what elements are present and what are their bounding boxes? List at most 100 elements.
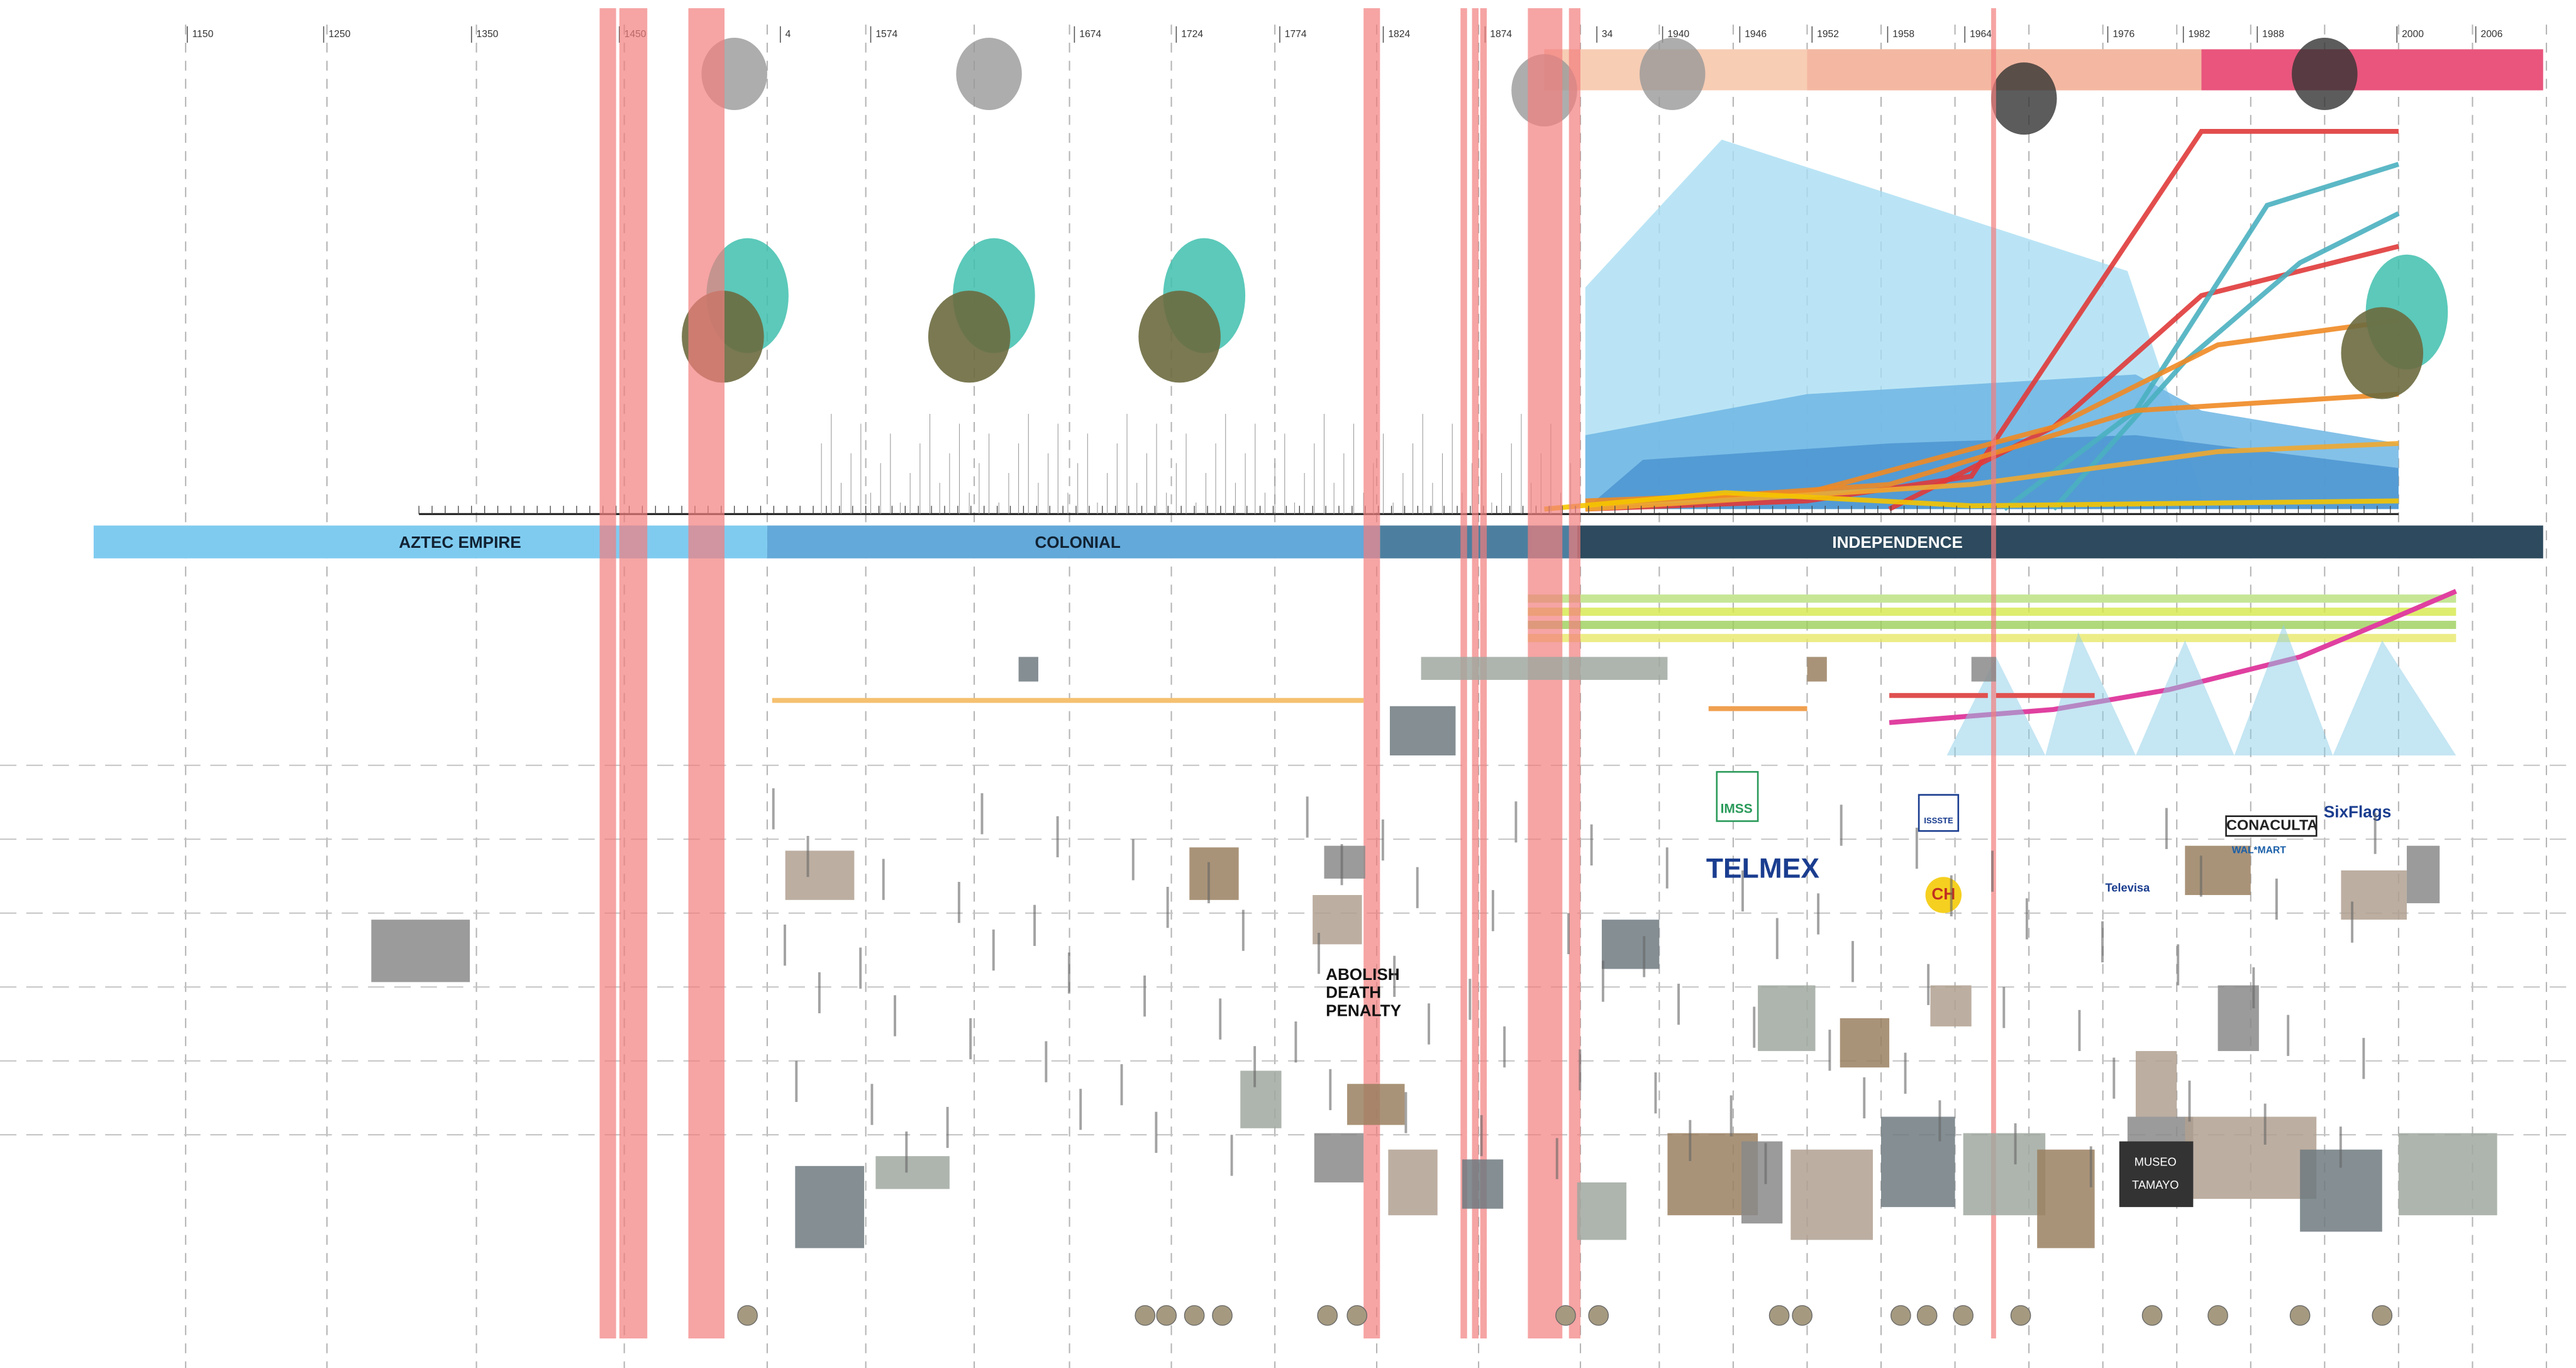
coin — [2372, 1305, 2393, 1326]
period-band — [2201, 49, 2543, 91]
annotation-block — [1045, 1041, 1048, 1082]
annotation-block — [2287, 1015, 2290, 1056]
span-bar — [772, 698, 1364, 703]
annotation-block — [946, 1106, 949, 1148]
blue-peaks — [1946, 624, 2457, 756]
coin — [2010, 1305, 2031, 1326]
coin — [1792, 1305, 1813, 1326]
annotation-block — [1927, 964, 1930, 1005]
annotation-block — [905, 1132, 908, 1173]
year-label: 1952 — [1817, 29, 1839, 40]
annotation-block — [1056, 816, 1059, 857]
annotation-block — [1555, 1138, 1558, 1179]
photo — [2185, 1116, 2317, 1199]
coin — [2141, 1305, 2163, 1326]
photo — [1313, 895, 1362, 945]
coin — [1317, 1305, 1338, 1326]
photo — [1930, 985, 1972, 1026]
annotation-block — [1601, 960, 1604, 1002]
annotation-block — [1840, 804, 1843, 846]
year-label: 1874 — [1490, 29, 1512, 40]
photo — [371, 920, 470, 982]
year-label: 1250 — [328, 29, 350, 40]
annotation-block — [980, 793, 984, 835]
annotation-block — [1253, 1046, 1257, 1087]
photo — [2406, 845, 2440, 904]
coin — [1953, 1305, 1974, 1326]
annotation-block — [2252, 967, 2255, 1009]
annotation-block — [1579, 1049, 1582, 1091]
annotation-block — [2078, 1009, 2081, 1052]
photo — [1840, 1018, 1890, 1068]
annotation-block — [1416, 867, 1419, 908]
annotation-block — [1991, 850, 1994, 892]
annotation-block — [1904, 1052, 1907, 1094]
photo — [2218, 985, 2259, 1052]
year-label: 1824 — [1388, 29, 1410, 40]
year-label: 1958 — [1892, 29, 1914, 40]
annotation-block — [1828, 1030, 1831, 1071]
annotation-block — [2165, 808, 2168, 849]
annotation-block — [1514, 801, 1518, 843]
annotation-block — [1764, 1143, 1767, 1184]
annotation-block — [1079, 1089, 1082, 1130]
photo — [1347, 1084, 1405, 1125]
event-band — [688, 8, 724, 1339]
year-label: 1350 — [477, 29, 499, 40]
annotation-block — [2014, 1123, 2017, 1165]
annotation-block — [1219, 998, 1222, 1040]
coin — [1156, 1305, 1177, 1326]
coin — [1212, 1305, 1233, 1326]
annotation-block — [1677, 984, 1680, 1025]
year-label: 1964 — [1970, 29, 1992, 40]
photo — [1189, 847, 1239, 900]
photo — [1601, 920, 1660, 969]
annotation-block — [2275, 878, 2278, 920]
photo — [795, 1165, 865, 1248]
era-label: AZTEC EMPIRE — [399, 533, 521, 552]
photo — [1421, 657, 1668, 680]
annotation-block — [969, 1018, 972, 1060]
annotation-block — [1753, 1006, 1756, 1048]
event-band — [599, 8, 616, 1339]
annotation-block — [1381, 819, 1384, 861]
logo-box — [1716, 770, 1759, 822]
annotation-block — [1729, 1095, 1733, 1137]
event-band — [619, 8, 648, 1339]
year-label: 4 — [786, 29, 791, 40]
death-penalty-text: DEATH — [1326, 983, 1381, 1002]
pink-line — [1889, 589, 2457, 725]
annotation-block — [992, 929, 995, 971]
annotation-block — [1404, 1092, 1407, 1133]
photo — [1758, 985, 1816, 1052]
annotation-block — [882, 859, 885, 900]
annotation-block — [894, 995, 896, 1037]
annotation-block — [2025, 898, 2028, 940]
annotation-block — [818, 972, 821, 1014]
era-label: INDEPENDENCE — [1832, 533, 1963, 552]
annotation-block — [1689, 1120, 1692, 1162]
photo — [785, 850, 855, 900]
annotation-block — [2002, 987, 2006, 1028]
annotation-block — [1393, 955, 1396, 997]
photo — [1314, 1133, 1364, 1182]
span-bar — [1889, 692, 1988, 698]
coin — [1768, 1305, 1790, 1326]
year-label: 1724 — [1181, 29, 1203, 40]
annotation-block — [1938, 1100, 1941, 1142]
annotation-block — [1950, 875, 1953, 916]
annotation-block — [1318, 933, 1320, 974]
city-map-olive — [2341, 307, 2424, 399]
year-label: 1940 — [1667, 29, 1689, 40]
span-bar — [1996, 692, 2095, 698]
coin — [1346, 1305, 1368, 1326]
photo — [1577, 1182, 1627, 1240]
annotation-block — [1590, 824, 1593, 866]
photo — [2398, 1133, 2497, 1216]
logo-sixflags: SixFlags — [2324, 802, 2391, 821]
annotation-block — [2177, 944, 2180, 986]
year-label: 1976 — [2112, 29, 2135, 40]
span-bar — [1708, 706, 1807, 711]
logo-televisa: Televisa — [2105, 881, 2150, 894]
year-label: 1988 — [2262, 29, 2284, 40]
